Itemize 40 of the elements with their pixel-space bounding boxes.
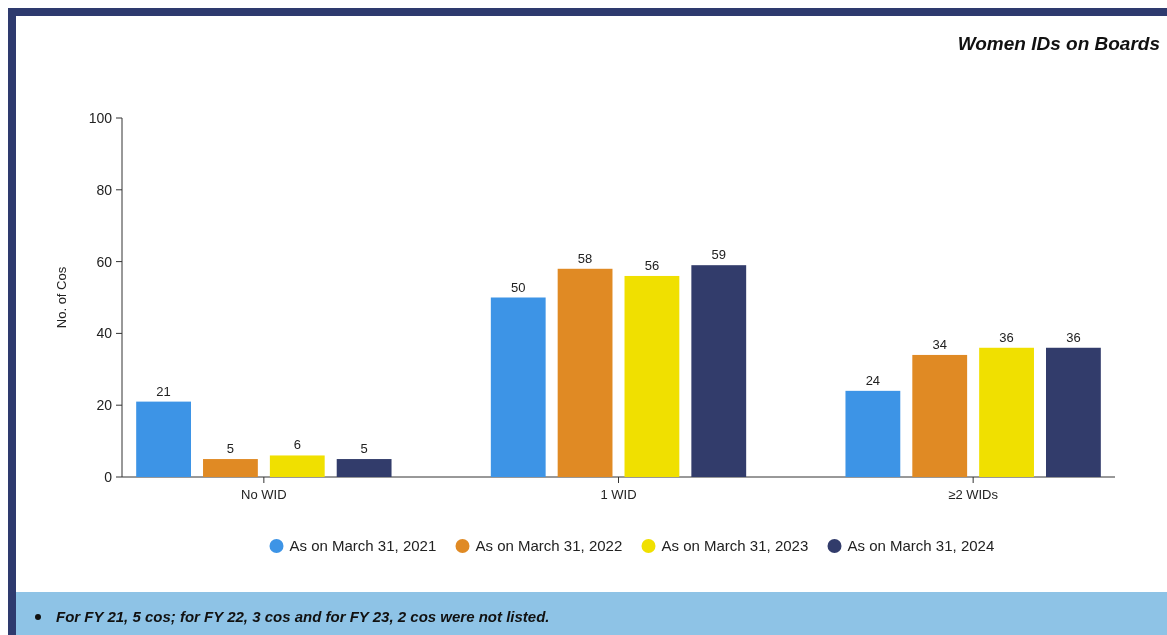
bar (845, 390, 901, 477)
legend-label: As on March 31, 2021 (289, 537, 437, 554)
chart-title: Women IDs on Boards (957, 33, 1160, 54)
data-label: 5 (360, 441, 368, 457)
bar (979, 347, 1034, 477)
data-label: 50 (511, 279, 526, 295)
legend-label: As on March 31, 2023 (661, 537, 809, 554)
y-tick-label: 20 (96, 397, 113, 414)
data-label: 59 (711, 247, 726, 263)
bar (624, 275, 680, 477)
data-label: 36 (999, 329, 1014, 345)
bar (269, 455, 325, 477)
y-tick-label: 60 (96, 253, 113, 270)
bar (912, 354, 968, 477)
data-label: 36 (1066, 329, 1081, 345)
data-label: 34 (932, 336, 947, 352)
y-tick-label: 100 (88, 110, 113, 126)
y-tick-label: 0 (104, 469, 113, 485)
x-tick-label: No WID (241, 487, 287, 502)
bar (136, 401, 191, 477)
data-label: 21 (156, 383, 171, 399)
data-label: 6 (293, 437, 301, 453)
x-tick-label: 1 WID (600, 487, 637, 502)
bar (691, 265, 747, 477)
text: For FY 21, 5 cos; for FY 22, 3 cos and for FY 23, 2 cos were not listed. (56, 608, 550, 625)
legend-label: As on March 31, 2024 (847, 537, 995, 554)
bar (203, 459, 258, 477)
data-label: 58 (577, 250, 593, 266)
y-tick-label: 40 (96, 325, 113, 342)
data-label: 56 (644, 257, 660, 273)
bar (336, 459, 392, 477)
bar (1046, 347, 1101, 477)
legend-label: As on March 31, 2022 (475, 537, 623, 554)
bar (490, 297, 546, 477)
bar (557, 268, 613, 477)
data-label: 5 (226, 441, 235, 457)
y-tick-label: 80 (96, 181, 113, 198)
data-label: 24 (865, 372, 881, 388)
y-axis-title: No. of Cos (54, 266, 69, 329)
x-tick-label: ≥2 WIDs (948, 487, 999, 502)
